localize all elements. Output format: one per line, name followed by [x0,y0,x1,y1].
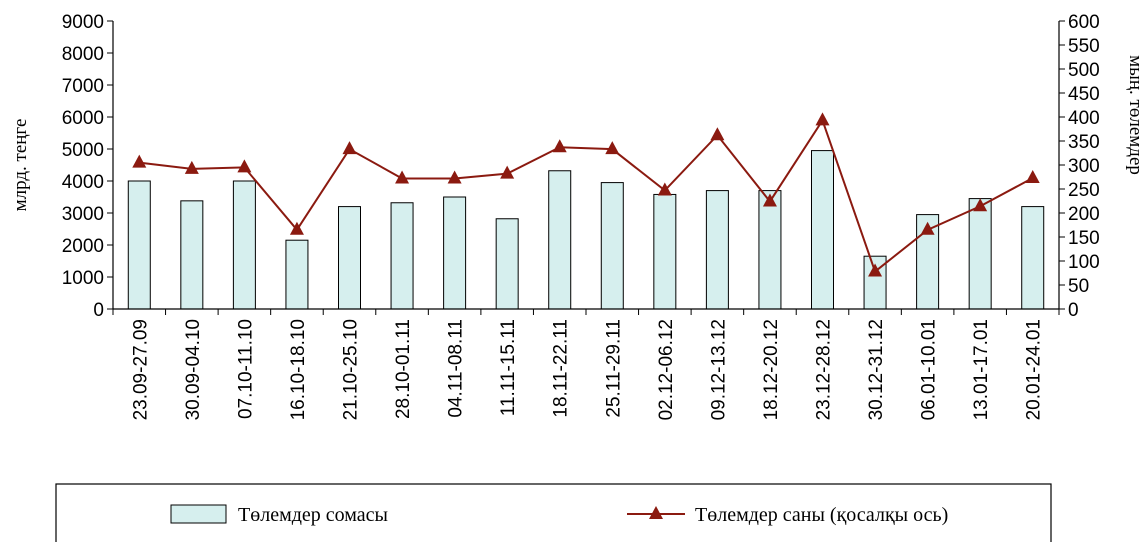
line-marker [342,141,357,155]
line-marker [920,221,935,235]
x-tick-label: 06.01-10.01 [919,319,940,420]
x-tick-label: 30.09-04.10 [183,319,204,420]
bar [338,206,361,310]
x-tick-label: 21.10-25.10 [341,319,362,420]
x-tick-label: 16.10-18.10 [288,319,309,420]
line-marker [395,170,410,184]
y2-axis-title: мың. төлемдер [1125,55,1143,175]
x-tick-label: 13.01-17.01 [971,319,992,420]
y2-tick-label: 400 [1068,108,1100,129]
y-tick-label: 5000 [62,140,104,161]
x-tick-label: 02.12-06.12 [656,319,677,420]
y2-tick-label: 300 [1068,156,1100,177]
y-tick-label: 9000 [62,12,104,33]
bar-series [127,150,1045,310]
line-marker [289,221,304,235]
bar [811,150,834,310]
y2-tick-label: 200 [1068,204,1100,225]
y-axis-title: млрд. теңге [10,119,31,212]
y-tick-label: 2000 [62,236,104,257]
line-marker [710,127,725,141]
bar [390,202,414,310]
x-tick-label: 18.11-22.11 [551,319,572,418]
bar [180,200,204,310]
bar [495,218,519,310]
x-tick-label: 18.12-20.12 [761,319,782,420]
y2-tick-label: 500 [1068,60,1100,81]
y2-tick-label: 0 [1068,300,1079,321]
y2-tick-label: 250 [1068,180,1100,201]
y-tick-label: 8000 [62,44,104,65]
x-tick-label: 30.12-31.12 [866,319,887,420]
bar [443,196,467,310]
x-tick-label: 20.01-24.01 [1024,319,1045,420]
line-marker [447,170,462,184]
y-tick-label: 1000 [62,268,104,289]
y2-tick-label: 150 [1068,228,1100,249]
y-tick-label: 4000 [62,172,104,193]
x-tick-label: 07.10-11.10 [235,319,256,419]
y-tick-label: 6000 [62,108,104,129]
y2-tick-label: 550 [1068,36,1100,57]
line-marker [762,193,777,207]
x-tick-label: 04.11-08.11 [446,319,467,418]
x-tick-label: 23.09-27.09 [130,319,151,420]
x-tick-label: 11.11-15.11 [498,319,519,416]
line-marker [973,198,988,212]
x-tick-label: 28.10-01.11 [393,319,414,419]
line-marker [552,139,567,153]
y2-tick-label: 450 [1068,84,1100,105]
legend-line-label: Төлемдер саны (қосалқы ось) [695,504,948,526]
line-marker [815,112,830,126]
line-path [139,118,1034,274]
y-tick-label: 7000 [62,76,104,97]
line-marker [868,263,883,277]
line-marker [500,165,515,179]
bar [705,190,729,310]
line-marker [657,182,672,196]
tick-labels: 0 1000 2000 3000 4000 5000 6000 7000 8000 9000 0 50… [62,12,1100,420]
bar [968,198,992,310]
x-tick-label: 25.11-29.11 [603,319,624,418]
bar [758,190,782,310]
legend: Төлемдер сомасы Төлемдер саны (қосалқы о… [55,483,1052,542]
y2-tick-label: 50 [1068,276,1089,297]
bar [285,239,309,310]
bar [1021,206,1045,310]
line-marker [237,159,252,173]
bar [127,180,151,310]
line-marker [605,141,620,155]
line-series [132,112,1040,277]
legend-bar-swatch [170,504,227,524]
bar [600,182,624,310]
y2-tick-label: 600 [1068,12,1100,33]
y-tick-label: 0 [93,300,104,321]
line-marker [184,160,199,174]
line-marker [132,154,147,168]
x-tick-label: 09.12-13.12 [708,319,729,420]
legend-line-marker [649,506,663,519]
legend-bar-label: Төлемдер сомасы [238,504,388,526]
bar [548,170,572,310]
bar [653,193,677,310]
line-marker [1025,169,1040,183]
bar [232,180,256,310]
y-tick-label: 3000 [62,204,104,225]
y2-tick-label: 100 [1068,252,1100,273]
axes [107,20,1065,315]
y2-tick-label: 350 [1068,132,1100,153]
x-tick-label: 23.12-28.12 [814,319,835,420]
